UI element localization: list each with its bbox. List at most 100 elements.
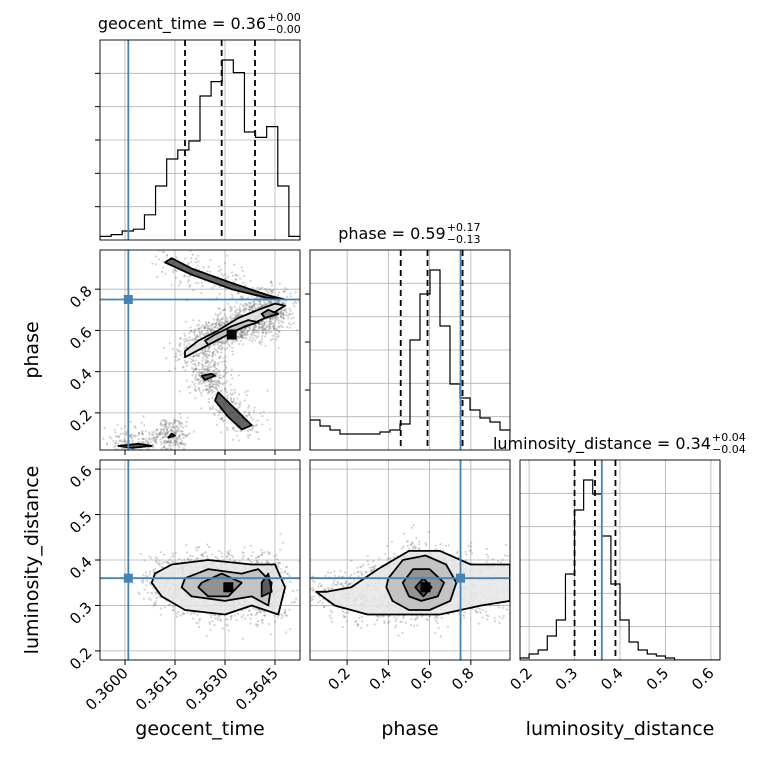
sample-point xyxy=(356,566,359,569)
sample-point xyxy=(202,333,205,336)
sample-point xyxy=(121,447,124,450)
sample-point xyxy=(350,573,353,577)
sample-point xyxy=(203,325,206,329)
sample-point xyxy=(255,560,259,563)
sample-point xyxy=(234,614,237,617)
sample-point xyxy=(134,465,136,467)
sample-point xyxy=(200,394,203,397)
sample-point xyxy=(324,589,327,592)
sample-point xyxy=(189,274,192,277)
sample-point xyxy=(206,370,209,373)
sample-point xyxy=(262,325,265,328)
sample-point xyxy=(240,331,243,334)
sample-point xyxy=(222,369,225,372)
sample-point xyxy=(200,291,203,295)
sample-point xyxy=(425,618,428,621)
sample-point xyxy=(210,378,213,381)
sample-point xyxy=(258,341,261,344)
sample-point xyxy=(174,432,177,435)
sample-point xyxy=(275,317,278,321)
sample-point xyxy=(199,372,202,375)
sample-point xyxy=(439,635,442,638)
sample-point xyxy=(256,419,259,422)
sample-point xyxy=(181,366,184,369)
sample-point xyxy=(302,607,304,609)
sample-point xyxy=(230,342,234,345)
sample-point xyxy=(236,312,239,315)
sample-point xyxy=(224,348,227,351)
sample-point xyxy=(238,405,241,409)
sample-point xyxy=(204,332,207,335)
sample-point xyxy=(133,435,136,438)
sample-point xyxy=(228,345,232,348)
sample-point xyxy=(164,421,167,424)
sample-point xyxy=(187,279,190,282)
sample-point xyxy=(282,301,285,304)
sample-point xyxy=(194,397,197,400)
sample-point xyxy=(242,330,245,334)
sample-point xyxy=(292,589,295,593)
sample-point xyxy=(272,326,276,329)
sample-point xyxy=(280,571,283,574)
sample-point xyxy=(175,437,178,440)
sample-point xyxy=(272,322,276,325)
sample-point xyxy=(311,575,314,578)
sample-point xyxy=(229,549,232,552)
sample-point xyxy=(201,371,204,374)
sample-point xyxy=(235,618,238,622)
sample-point xyxy=(224,262,227,265)
sample-point xyxy=(229,392,232,395)
sample-point xyxy=(324,574,327,577)
sample-point xyxy=(376,619,379,622)
sample-point xyxy=(96,451,98,453)
sample-point xyxy=(225,391,228,394)
sample-point xyxy=(285,295,289,298)
sample-point xyxy=(203,349,206,352)
sample-point xyxy=(197,327,200,330)
sample-point xyxy=(210,329,213,332)
sample-point xyxy=(231,296,234,299)
sample-point xyxy=(174,441,177,444)
sample-point xyxy=(159,423,162,427)
sample-point xyxy=(264,303,267,306)
sample-point xyxy=(243,546,246,549)
sample-point xyxy=(214,326,217,329)
sample-point xyxy=(254,556,258,560)
sample-point xyxy=(191,555,194,558)
sample-point xyxy=(244,309,247,312)
sample-point xyxy=(270,281,273,284)
sample-point xyxy=(164,272,167,275)
sample-point xyxy=(216,374,219,377)
sample-point xyxy=(125,453,127,455)
sample-point xyxy=(145,584,148,587)
sample-point xyxy=(295,597,298,600)
sample-point xyxy=(261,322,264,325)
sample-point xyxy=(209,383,212,386)
sample-point xyxy=(236,612,239,616)
sample-point xyxy=(254,328,257,331)
sample-point xyxy=(249,308,253,312)
sample-point xyxy=(196,557,199,560)
sample-point xyxy=(269,301,272,304)
sample-point xyxy=(269,325,272,328)
sample-point xyxy=(165,431,168,434)
sample-point xyxy=(237,313,240,316)
sample-point xyxy=(265,332,268,335)
sample-point xyxy=(166,430,169,433)
sample-point xyxy=(252,303,255,306)
sample-point xyxy=(251,306,254,309)
sample-point xyxy=(212,405,215,408)
sample-point xyxy=(196,371,199,374)
sample-point xyxy=(280,301,283,304)
sample-point xyxy=(401,631,404,634)
sample-point xyxy=(193,340,196,343)
sample-point xyxy=(278,330,281,333)
sample-point xyxy=(178,342,182,345)
sample-point xyxy=(166,441,169,444)
sample-point xyxy=(174,444,177,447)
sample-point xyxy=(229,373,233,376)
sample-point xyxy=(257,306,260,310)
sample-point xyxy=(416,616,420,619)
sample-point xyxy=(285,614,289,617)
sample-point xyxy=(240,335,243,338)
